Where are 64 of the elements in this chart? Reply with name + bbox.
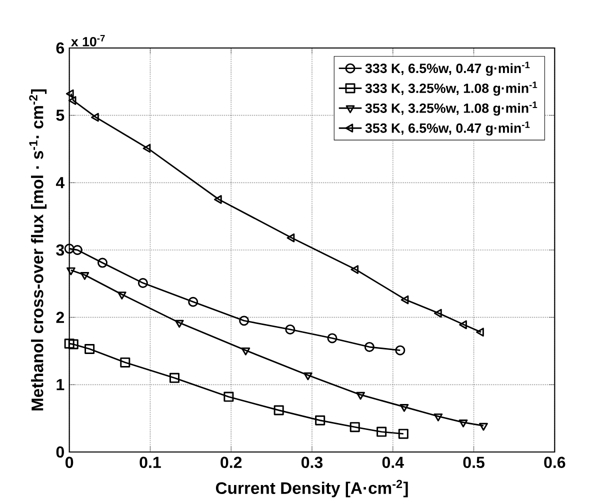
point	[188, 296, 198, 307]
point	[66, 89, 74, 98]
point	[97, 258, 108, 268]
point	[376, 426, 387, 437]
x-tick-label: 0.1	[140, 456, 161, 468]
point	[479, 422, 488, 431]
y-tick-label: 1	[56, 379, 64, 390]
point	[434, 413, 443, 422]
point	[241, 347, 250, 356]
legend-label: 353 K, 6.5%w, 0.47 g·min$^{-1}$	[365, 121, 530, 136]
point	[174, 320, 184, 328]
x-tick-label: 0.2	[220, 456, 242, 468]
point	[356, 392, 365, 400]
point	[239, 316, 250, 326]
point	[458, 420, 468, 428]
x-tick-label: 0.6	[544, 456, 566, 468]
point	[304, 372, 312, 380]
point	[169, 372, 180, 383]
point	[434, 308, 442, 318]
y-tick-label: 0	[56, 446, 64, 458]
point	[400, 295, 409, 304]
text: x 10$^{-7}$	[71, 35, 105, 46]
x-tick-label: 0.4	[382, 456, 404, 468]
x-axis-title: Current Density [A·cm$^{-2}$]	[216, 480, 408, 498]
y-tick-label: 3	[56, 244, 64, 256]
y-tick-label: 2	[56, 312, 64, 323]
y-tick-label: 4	[56, 177, 65, 188]
point	[327, 333, 338, 344]
x-tick-label: 0.5	[463, 456, 484, 468]
point	[64, 338, 74, 349]
point	[120, 357, 130, 368]
point	[64, 244, 74, 254]
point	[286, 233, 295, 242]
legend-label: 333 K, 3.25%w, 1.08 g·min$^{-1}$	[365, 82, 538, 96]
point	[274, 405, 284, 416]
legend-label: 333 K, 6.5%w, 0.47 g·min$^{-1}$	[365, 62, 530, 76]
point	[142, 144, 151, 153]
point	[285, 324, 296, 334]
point	[214, 195, 222, 204]
point	[400, 404, 409, 412]
point	[80, 272, 90, 280]
y-tick-label: 6	[56, 42, 64, 54]
point	[224, 392, 234, 402]
point	[315, 415, 326, 426]
y-axis-title: Methanol cross-over flux [mol · s$^{-1}$· cm$^{-2}$]	[29, 89, 47, 410]
point	[350, 422, 360, 432]
point	[138, 278, 148, 288]
point	[476, 328, 484, 337]
point	[350, 265, 359, 274]
point	[398, 428, 408, 439]
legend-label: 353 K, 3.25%w, 1.08 g·min$^{-1}$	[365, 102, 538, 116]
point	[395, 345, 406, 356]
point	[91, 112, 99, 122]
point	[117, 292, 126, 300]
x-tick-label: 0	[66, 456, 74, 468]
point	[68, 96, 76, 105]
x-tick-label: 0.3	[302, 456, 323, 468]
point	[459, 320, 467, 330]
y-tick-label: 5	[56, 110, 64, 121]
point	[68, 339, 78, 350]
point	[364, 342, 374, 352]
point	[66, 267, 76, 276]
point	[84, 344, 95, 354]
point	[72, 245, 82, 256]
